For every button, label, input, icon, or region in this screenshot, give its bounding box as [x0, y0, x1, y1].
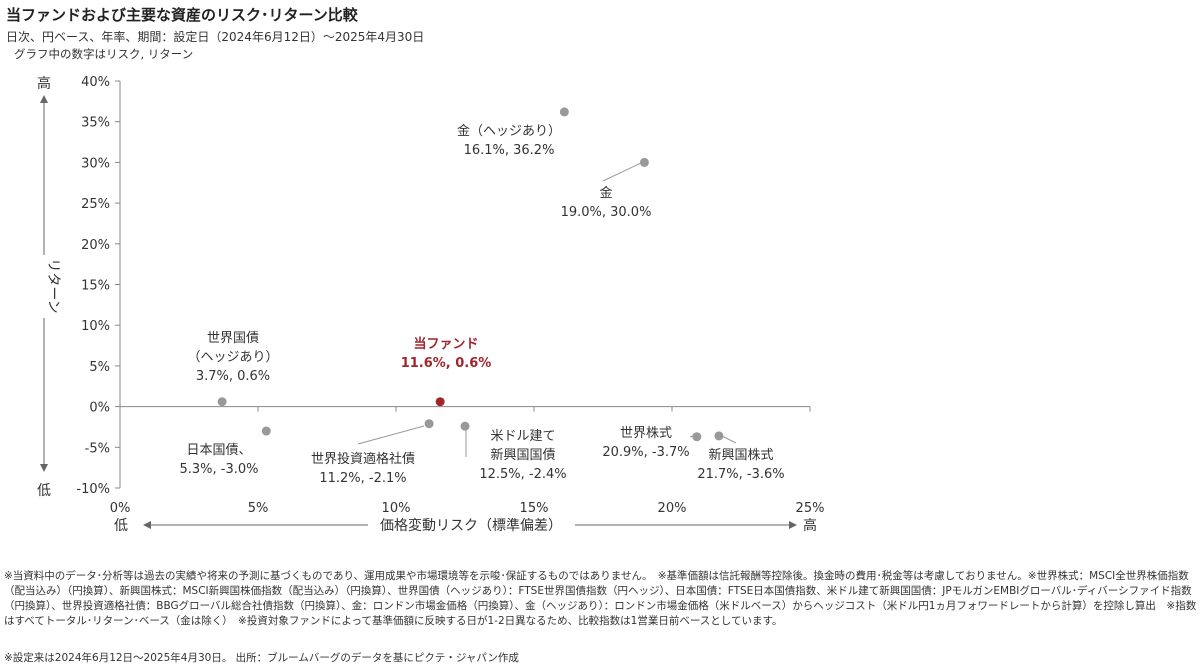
point-label: 金: [599, 185, 612, 201]
y-tick-label: 25%: [81, 197, 110, 212]
fund-point: [435, 397, 445, 407]
x-arrow-head-left: [143, 521, 151, 529]
y-tick-label: 5%: [89, 360, 110, 375]
x-axis-high-label: 高: [803, 517, 817, 534]
asset-point: [714, 431, 724, 441]
risk-return-scatter-chart: -10% -5% 0% 5% 10% 15% 20% 25% 30% 35% 40% 0% 5% 10% 1…: [37, 75, 825, 534]
point-label: 日本国債、: [186, 443, 251, 458]
y-axis-title: リターン: [45, 258, 61, 313]
x-tick-label: 20%: [658, 501, 687, 516]
asset-point: [559, 107, 569, 117]
point-label: 3.7%, 0.6%: [196, 369, 270, 384]
y-arrow-head-down: [40, 464, 48, 472]
x-tick-label: 0%: [110, 501, 131, 516]
graph-note: グラフ中の数字はリスク, リターン: [14, 47, 194, 61]
y-tick-label: 30%: [81, 156, 110, 171]
fund-point-label: 11.6%, 0.6%: [401, 356, 492, 371]
x-axis-low-label: 低: [114, 518, 128, 534]
point-label: 12.5%, -2.4%: [479, 467, 566, 482]
leader-line: [602, 162, 642, 182]
point-label: 新興国株式: [708, 447, 773, 463]
leader-line: [721, 435, 737, 444]
point-label: 世界国債: [207, 331, 259, 346]
point-label: 新興国国債: [490, 447, 555, 463]
footnote-disclaimer: ※当資料中のデータ･分析等は過去の実績や将来の予測に基づくものであり、運用成果や…: [4, 570, 1197, 627]
point-label: 世界投資適格社債: [311, 451, 415, 467]
y-axis-high-label: 高: [37, 75, 51, 92]
asset-point: [460, 421, 470, 431]
fund-point-label: 当ファンド: [413, 336, 478, 352]
y-axis-low-label: 低: [37, 483, 51, 499]
y-tick-label: 0%: [89, 401, 110, 416]
chart-title: 当ファンドおよび主要な資産のリスク･リターン比較: [6, 6, 358, 24]
point-label: 米ドル建て: [490, 429, 555, 444]
y-tick-label: -10%: [76, 482, 110, 497]
asset-point: [692, 432, 702, 442]
chart-subtitle: 日次、円ベース、年率、期間：設定日（2024年6月12日）～2025年4月30日: [6, 30, 425, 44]
y-tick-label: 35%: [81, 116, 110, 131]
asset-point: [261, 426, 271, 436]
x-arrow-head-right: [789, 521, 797, 529]
x-tick-label: 15%: [520, 501, 549, 516]
x-tick-label: 25%: [796, 501, 825, 516]
x-tick-label: 10%: [382, 501, 411, 516]
point-label: 20.9%, -3.7%: [602, 445, 689, 460]
y-tick-label: 10%: [81, 319, 110, 334]
point-label: 11.2%, -2.1%: [319, 471, 406, 486]
point-label: 世界株式: [620, 426, 672, 441]
x-axis-title: 価格変動リスク（標準偏差）: [380, 517, 562, 534]
y-tick-label: 20%: [81, 238, 110, 253]
leader-line: [357, 425, 425, 445]
point-label: 19.0%, 30.0%: [561, 205, 652, 220]
point-label: 16.1%, 36.2%: [464, 143, 555, 158]
point-label: （ヘッジあり）: [187, 350, 278, 365]
y-tick-label: 40%: [81, 75, 110, 90]
x-tick-label: 5%: [248, 501, 269, 516]
asset-point: [217, 397, 227, 407]
point-label: 5.3%, -3.0%: [179, 462, 258, 477]
y-tick-label: 15%: [81, 279, 110, 294]
asset-point: [424, 419, 434, 429]
y-tick-label: -5%: [85, 441, 110, 456]
point-label: 金（ヘッジあり）: [457, 123, 561, 139]
point-label: 21.7%, -3.6%: [697, 467, 784, 482]
y-arrow-head-up: [40, 95, 48, 103]
footnote-source: ※設定来は2024年6月12日～2025年4月30日。 出所：ブルームバーグのデ…: [4, 652, 519, 664]
asset-point: [639, 157, 649, 167]
